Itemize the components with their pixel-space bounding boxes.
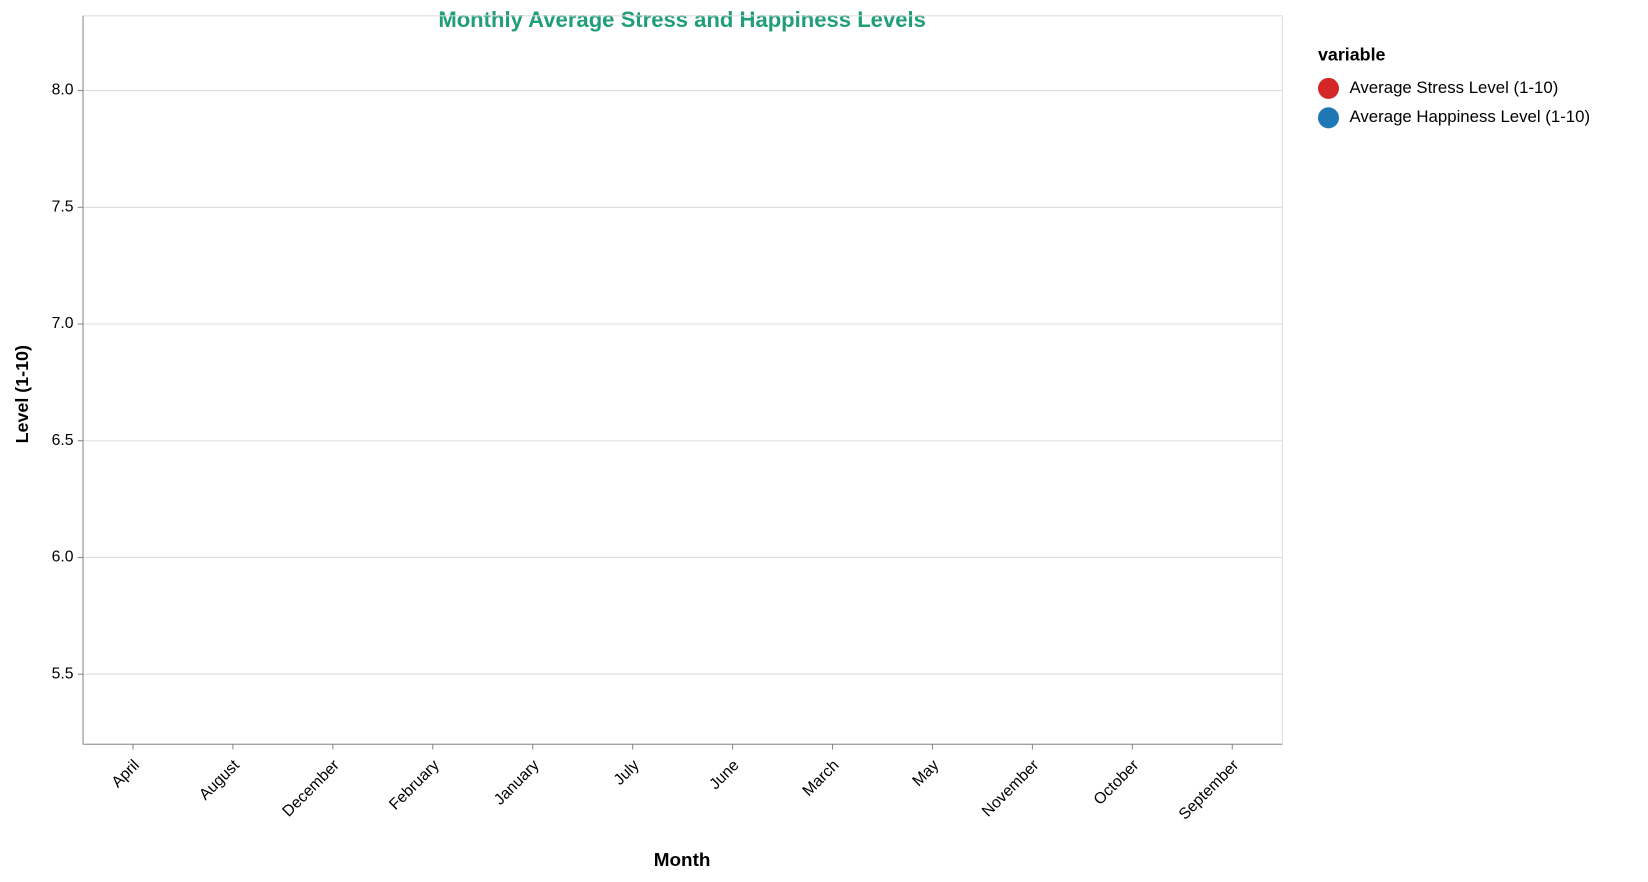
chart-title: Monthly Average Stress and Happiness Lev…: [438, 7, 926, 32]
legend-label: Average Happiness Level (1-10): [1350, 107, 1591, 126]
x-tick-label: August: [196, 756, 243, 803]
y-tick-label: 6.0: [52, 549, 74, 566]
x-tick-label: June: [706, 757, 742, 793]
x-tick-label: January: [491, 757, 543, 809]
legend-swatch: [1317, 107, 1339, 129]
x-tick-label: July: [611, 757, 643, 789]
x-axis-title: Month: [654, 850, 711, 871]
x-tick-label: February: [386, 757, 443, 814]
x-tick-label: November: [979, 757, 1042, 820]
y-tick-label: 7.5: [52, 198, 74, 215]
y-tick-label: 7.0: [52, 315, 74, 332]
x-tick-label: May: [909, 757, 942, 790]
y-tick-label: 6.5: [52, 432, 74, 449]
y-tick-label: 5.5: [52, 665, 74, 682]
x-tick-label: March: [800, 757, 843, 800]
y-axis-title: Level (1-10): [12, 345, 32, 443]
x-tick-label: April: [109, 757, 143, 791]
x-tick-label: September: [1176, 757, 1243, 824]
x-tick-label: October: [1091, 757, 1143, 809]
legend-title: variable: [1318, 45, 1386, 65]
x-tick-label: December: [279, 757, 342, 820]
plot-frame: [82, 15, 1283, 745]
y-tick-label: 8.0: [52, 82, 74, 99]
legend-label: Average Stress Level (1-10): [1350, 78, 1559, 97]
legend-swatch: [1317, 77, 1339, 99]
